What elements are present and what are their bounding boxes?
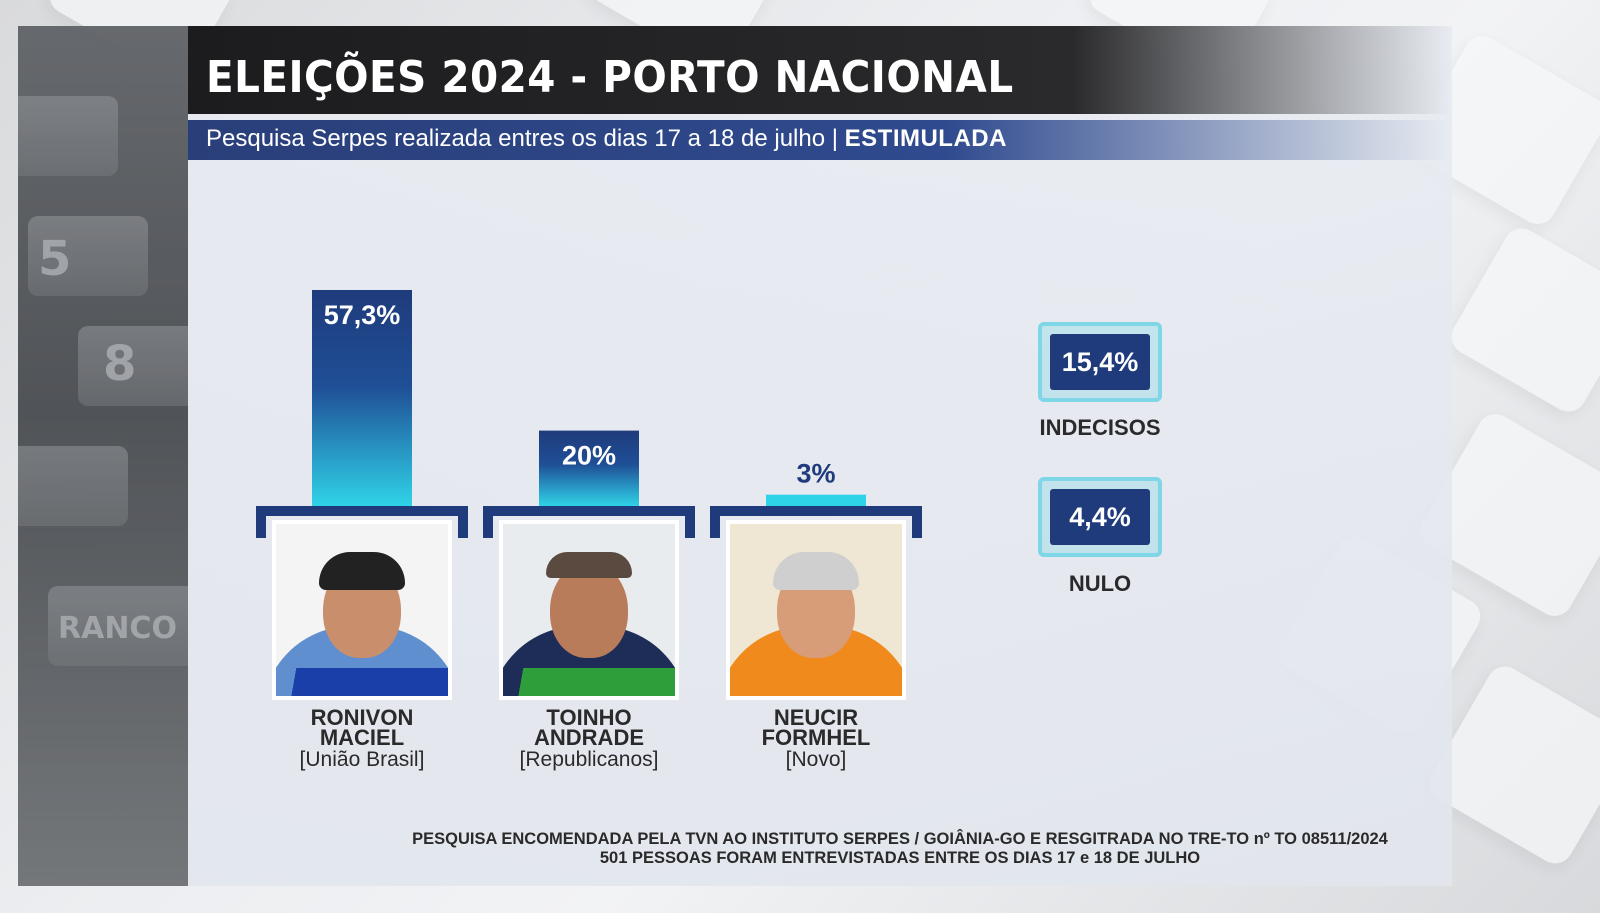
candidate-name-1a: RONIVON [310, 705, 414, 730]
candidate-party-3: [Novo] [785, 748, 847, 771]
indecisos-value: 15,4% [1050, 334, 1150, 390]
chart-panel: 5 8 RANCO [18, 26, 1452, 886]
bar-value-label-3: 3% [796, 459, 835, 489]
candidate-label-2: TOINHO ANDRADE [Republicanos] [479, 705, 699, 771]
party-color-band-1 [276, 668, 448, 696]
subtitle-type: ESTIMULADA [844, 125, 1007, 152]
bar-2 [539, 430, 639, 506]
page-title: ELEIÇÕES 2024 - PORTO NACIONAL [206, 52, 1014, 103]
subtitle-text: Pesquisa Serpes realizada entres os dias… [206, 125, 838, 152]
candidate-name-3b: FORMHEL [761, 725, 871, 750]
subtitle-bar [188, 120, 1452, 160]
photo-bracket-1 [256, 506, 468, 538]
ballot-machine-image: 5 8 RANCO [18, 26, 188, 886]
nulo-box: 4,4% [1038, 477, 1162, 557]
candidate-label-1: RONIVON MACIEL [União Brasil] [252, 705, 472, 771]
footer-line-2: 501 PESSOAS FORAM ENTREVISTADAS ENTRE OS… [599, 849, 1201, 867]
candidate-party-2: [Republicanos] [519, 748, 659, 771]
party-color-band-3 [730, 668, 902, 696]
footer-note: PESQUISA ENCOMENDADA PELA TVN AO INSTITU… [290, 830, 1510, 868]
subtitle: Pesquisa Serpes realizada entres os dias… [206, 125, 1007, 153]
title-bar [188, 26, 1452, 114]
candidate-name-2a: TOINHO [546, 705, 632, 730]
nulo-label: NULO [1068, 571, 1132, 596]
candidate-photo-1 [276, 524, 448, 696]
bar-1 [312, 289, 412, 506]
bar-3 [766, 494, 866, 506]
footer-line-1: PESQUISA ENCOMENDADA PELA TVN AO INSTITU… [412, 830, 1388, 848]
candidate-photo-2 [503, 524, 675, 696]
photo-bracket-3 [710, 506, 922, 538]
photo-bracket-2 [483, 506, 695, 538]
bar-value-label-2: 20% [562, 441, 616, 471]
bar-value-label-1: 57,3% [324, 300, 401, 330]
party-color-band-2 [503, 668, 675, 696]
indecisos-label: INDECISOS [1039, 415, 1161, 440]
candidate-name-2b: ANDRADE [534, 725, 644, 750]
candidate-name-3a: NEUCIR [773, 705, 859, 730]
candidate-label-3: NEUCIR FORMHEL [Novo] [706, 705, 926, 771]
indecisos-box: 15,4% [1038, 322, 1162, 402]
candidate-photo-3 [730, 524, 902, 696]
candidate-name-1b: MACIEL [319, 725, 405, 750]
candidate-party-1: [União Brasil] [299, 748, 425, 771]
nulo-value: 4,4% [1050, 489, 1150, 545]
